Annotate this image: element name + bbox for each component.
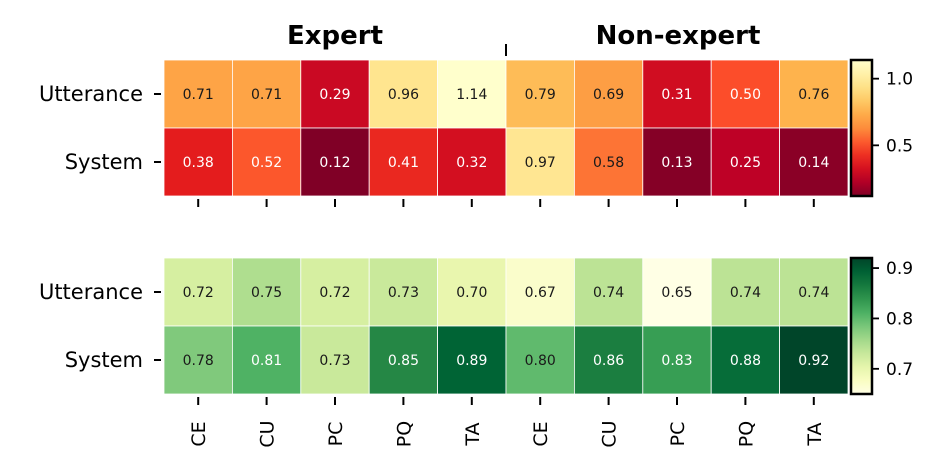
cell-value-label: 0.72 bbox=[319, 285, 350, 301]
heatmap-cell bbox=[300, 257, 370, 327]
heatmap-cell bbox=[163, 127, 233, 197]
cell-value-label: 0.38 bbox=[183, 155, 214, 171]
column-label: PQ bbox=[393, 421, 415, 447]
cell-value-label: 0.31 bbox=[661, 87, 692, 103]
cell-value-label: 0.50 bbox=[730, 87, 761, 103]
colorbar bbox=[849, 58, 874, 198]
colorbar-tick-label: 0.8 bbox=[886, 309, 913, 329]
cell-value-label: 0.74 bbox=[593, 285, 624, 301]
heatmap-cell bbox=[710, 325, 781, 395]
cell-value-label: 0.79 bbox=[525, 87, 556, 103]
cell-value-label: 0.70 bbox=[456, 285, 487, 301]
column-label: CE bbox=[530, 421, 552, 446]
heatmap-cell bbox=[505, 127, 575, 197]
column-label: CU bbox=[599, 420, 621, 447]
heatmap-cell bbox=[710, 59, 781, 129]
cell-value-label: 0.71 bbox=[183, 87, 214, 103]
colorbar-tick-label: 0.9 bbox=[886, 259, 913, 279]
cell-value-label: 0.32 bbox=[456, 155, 487, 171]
heatmap-cell bbox=[437, 325, 507, 395]
cell-value-label: 0.69 bbox=[593, 87, 624, 103]
cell-value-label: 0.14 bbox=[798, 155, 829, 171]
cell-value-label: 0.80 bbox=[525, 353, 556, 369]
cell-value-label: 0.29 bbox=[319, 87, 350, 103]
column-label: PC bbox=[667, 422, 689, 447]
heatmap-cell bbox=[779, 257, 849, 327]
row-label: Utterance bbox=[39, 280, 143, 304]
group-label-non-expert: Non-expert bbox=[596, 21, 761, 51]
group-label-expert: Expert bbox=[287, 21, 383, 51]
cell-value-label: 1.14 bbox=[456, 87, 487, 103]
heatmap-cell bbox=[505, 325, 575, 395]
cell-value-label: 0.96 bbox=[388, 87, 419, 103]
cell-value-label: 0.88 bbox=[730, 353, 761, 369]
cell-value-label: 0.83 bbox=[661, 353, 692, 369]
row-label: Utterance bbox=[39, 82, 143, 106]
column-label: CE bbox=[188, 421, 210, 446]
cell-value-label: 0.73 bbox=[388, 285, 419, 301]
cell-value-label: 0.78 bbox=[183, 353, 214, 369]
heatmap-cell bbox=[642, 257, 712, 327]
row-label: System bbox=[65, 150, 143, 174]
heatmap-cell bbox=[642, 127, 712, 197]
heatmap-cell bbox=[779, 127, 849, 197]
heatmap-cell bbox=[574, 257, 644, 327]
cell-value-label: 0.71 bbox=[251, 87, 282, 103]
heatmap-cell bbox=[710, 127, 781, 197]
heatmap-cell bbox=[163, 257, 233, 327]
heatmap-cell bbox=[231, 59, 302, 129]
heatmap-cell bbox=[300, 325, 370, 395]
cell-value-label: 0.73 bbox=[319, 353, 350, 369]
cell-value-label: 0.85 bbox=[388, 353, 419, 369]
column-label: TA bbox=[804, 422, 826, 446]
cell-value-label: 0.52 bbox=[251, 155, 282, 171]
column-label: PC bbox=[325, 422, 347, 447]
heatmap-cell bbox=[574, 325, 644, 395]
heatmap-cell bbox=[505, 59, 575, 129]
heatmap-cell bbox=[231, 325, 302, 395]
column-label: TA bbox=[462, 422, 484, 446]
heatmap-cell bbox=[368, 127, 439, 197]
heatmap-cell bbox=[300, 127, 370, 197]
cell-value-label: 0.58 bbox=[593, 155, 624, 171]
heatmap-cell bbox=[368, 257, 439, 327]
cell-value-label: 0.65 bbox=[661, 285, 692, 301]
cell-value-label: 0.81 bbox=[251, 353, 282, 369]
heatmap-cell bbox=[779, 59, 849, 129]
cell-value-label: 0.74 bbox=[730, 285, 761, 301]
cell-value-label: 0.92 bbox=[798, 353, 829, 369]
cell-value-label: 0.86 bbox=[593, 353, 624, 369]
cell-value-label: 0.76 bbox=[798, 87, 829, 103]
column-label: CU bbox=[257, 420, 279, 447]
heatmap-cell bbox=[642, 325, 712, 395]
heatmap-cell bbox=[437, 127, 507, 197]
cell-value-label: 0.89 bbox=[456, 353, 487, 369]
heatmap-cell bbox=[642, 59, 712, 129]
cell-value-label: 0.12 bbox=[319, 155, 350, 171]
heatmap-cell bbox=[231, 127, 302, 197]
colorbar-tick-label: 0.5 bbox=[886, 136, 913, 156]
cell-value-label: 0.74 bbox=[798, 285, 829, 301]
heatmap-cell bbox=[779, 325, 849, 395]
cell-value-label: 0.41 bbox=[388, 155, 419, 171]
cell-value-label: 0.67 bbox=[525, 285, 556, 301]
cell-value-label: 0.25 bbox=[730, 155, 761, 171]
cell-value-label: 0.75 bbox=[251, 285, 282, 301]
colorbar bbox=[849, 256, 874, 396]
row-label: System bbox=[65, 348, 143, 372]
column-label: PQ bbox=[735, 421, 757, 447]
cell-value-label: 0.13 bbox=[661, 155, 692, 171]
colorbar-tick-label: 0.7 bbox=[886, 360, 913, 380]
cell-value-label: 0.72 bbox=[183, 285, 214, 301]
cell-value-label: 0.97 bbox=[525, 155, 556, 171]
colorbar-tick-label: 1.0 bbox=[886, 70, 913, 90]
heatmap-cell bbox=[574, 127, 644, 197]
